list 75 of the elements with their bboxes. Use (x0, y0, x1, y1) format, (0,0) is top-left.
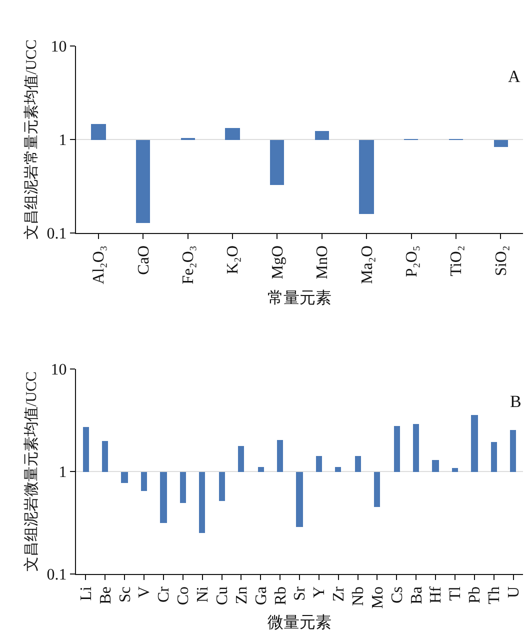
bar (141, 472, 147, 491)
x-tick-label: SiO₂ (492, 246, 510, 276)
bar (199, 472, 205, 533)
x-tick-label: Th (486, 586, 504, 604)
y-tick-label: 10 (50, 38, 67, 56)
bar (219, 472, 225, 501)
x-tick-label: K₂O (224, 246, 242, 274)
x-tick-label: Ba (408, 586, 426, 604)
x-tick-label: Be (97, 586, 114, 604)
x-tick-label: Zr (330, 586, 348, 602)
annotation: B (510, 392, 522, 411)
x-tick-label: Mo (369, 586, 386, 609)
x-tick-label: Sc (116, 586, 134, 602)
bar (510, 430, 516, 472)
bar (102, 441, 108, 472)
bar (394, 426, 400, 472)
x-tick-label: U (505, 586, 522, 598)
x-tick-label: Ni (194, 586, 212, 602)
x-tick-label: Zn (233, 586, 250, 604)
y-tick-label: 1 (58, 132, 67, 150)
x-tick-label: Sr (292, 586, 309, 601)
bar (270, 140, 284, 185)
bar (315, 131, 329, 140)
bar (494, 140, 508, 147)
bar (413, 424, 419, 472)
x-axis-title: 常量元素 (268, 288, 332, 307)
x-tick-label: Cr (156, 586, 173, 602)
bar (121, 472, 128, 483)
x-tick-label: Cu (214, 586, 231, 606)
x-tick-label: V (136, 586, 154, 598)
x-tick-label: Cs (388, 586, 406, 604)
bar (335, 467, 341, 472)
bar (296, 472, 303, 527)
bar (355, 456, 361, 472)
bar (471, 415, 478, 472)
x-tick-label: TiO₂ (448, 246, 466, 276)
bar (491, 442, 497, 472)
bar (136, 140, 150, 223)
x-tick-label: P₂O₅ (403, 246, 420, 278)
bar (359, 140, 374, 214)
x-tick-label: Li (78, 586, 95, 601)
x-tick-label: Ma₂O (358, 246, 376, 284)
y-tick-label: 10 (50, 362, 67, 379)
bar (316, 456, 322, 472)
y-axis-title: 文昌组泥岩常量元素均值/UCC (22, 39, 40, 240)
x-tick-label: CaO (135, 246, 152, 275)
x-tick-label: Pb (466, 586, 484, 604)
x-tick-label: Hf (428, 586, 445, 604)
x-tick-label: Fe₂O₃ (180, 246, 197, 284)
x-tick-label: MgO (269, 246, 286, 280)
bar (277, 440, 283, 472)
bar (374, 472, 380, 507)
annotation: A (508, 67, 521, 86)
y-axis-title: 文昌组泥岩微量元素均值/UCC (22, 371, 40, 572)
bar (83, 427, 89, 472)
x-axis-title: 微量元素 (268, 613, 332, 632)
bar (225, 128, 240, 140)
x-tick-label: Ga (252, 586, 270, 606)
x-tick-label: Tl (447, 586, 464, 601)
x-tick-label: Y (311, 586, 328, 598)
bar (160, 472, 167, 523)
bar (452, 468, 458, 472)
x-tick-label: Nb (350, 586, 367, 606)
bar (238, 446, 244, 472)
bar (258, 467, 264, 472)
y-tick-label: 1 (58, 464, 67, 482)
x-tick-label: Co (175, 586, 192, 606)
bar (180, 472, 186, 503)
x-tick-label: Al₂O₃ (90, 246, 108, 284)
x-tick-label: MnO (314, 246, 332, 280)
bar (91, 124, 106, 140)
bar (432, 460, 439, 472)
x-tick-label: Rb (272, 586, 290, 606)
y-tick-label: 0.1 (46, 566, 67, 584)
y-tick-label: 0.1 (46, 226, 67, 243)
